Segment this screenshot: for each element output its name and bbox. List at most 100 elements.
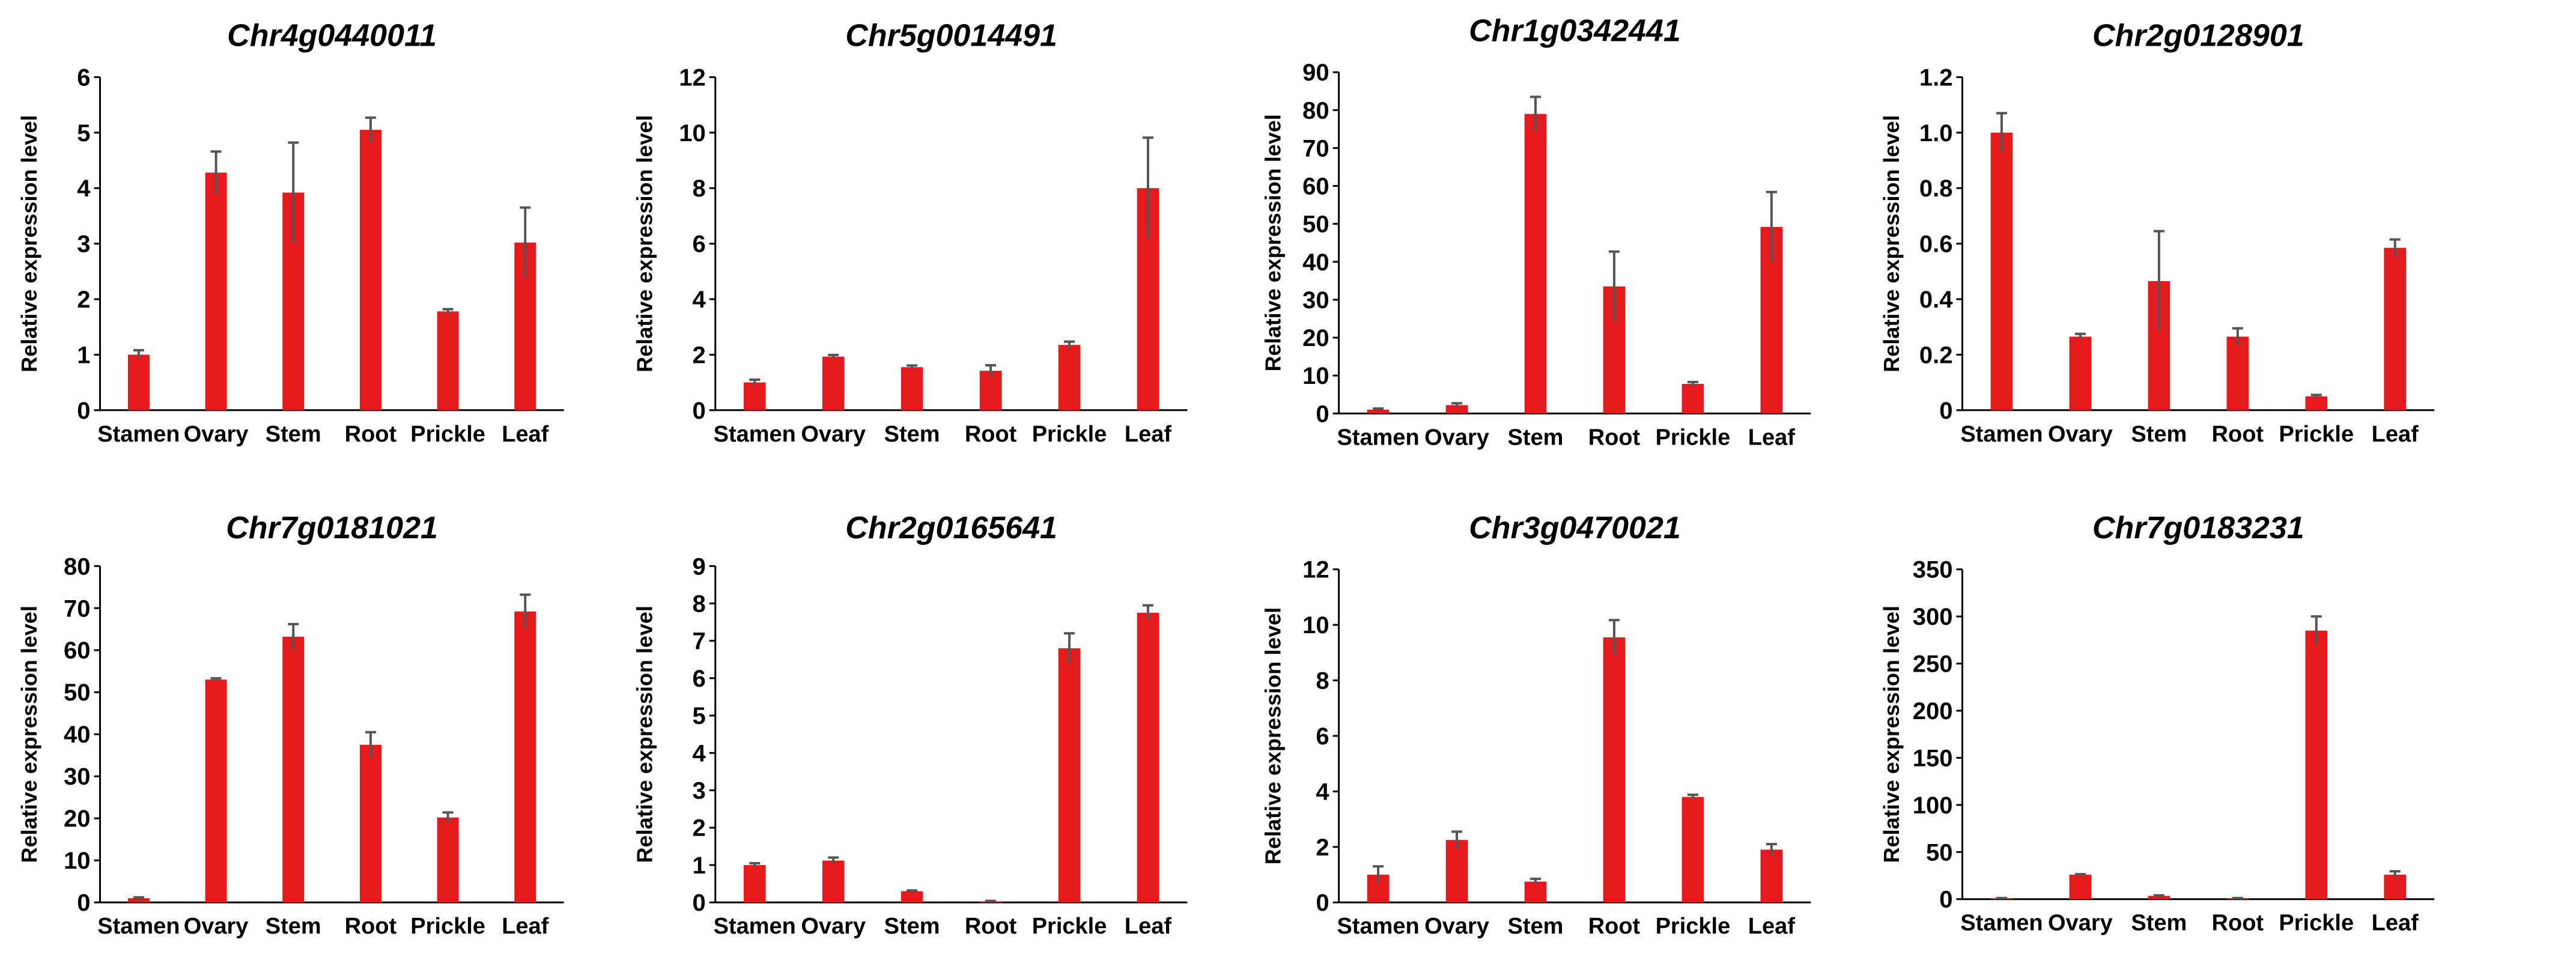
bar-root xyxy=(359,130,381,410)
error-bar-stamen xyxy=(1373,407,1384,411)
x-tick-label: Stamen xyxy=(714,422,796,447)
y-tick-label: 30 xyxy=(64,764,91,790)
y-tick-label: 3 xyxy=(77,231,90,258)
chart-panel-1: Chr4g0440011 Relative expression level 0 1 2… xyxy=(17,18,564,447)
bar-ovary xyxy=(1445,405,1468,414)
bar-ovary xyxy=(822,860,845,903)
chart-title: Chr2g0165641 xyxy=(845,511,1057,545)
bar-root xyxy=(979,371,1002,410)
y-tick-label: 0 xyxy=(693,398,706,424)
y-tick-label: 200 xyxy=(1913,698,1953,725)
x-tick-label: Root xyxy=(1588,914,1641,939)
x-tick-label: Stamen xyxy=(1960,911,2043,936)
x-tick-label: Stem xyxy=(884,422,940,447)
bar-prickle xyxy=(2305,630,2328,899)
y-tick-label: 10 xyxy=(1302,612,1329,639)
bar-stamen xyxy=(1990,132,2013,410)
y-tick-label: 1.2 xyxy=(1919,64,1953,91)
y-tick-label: 0 xyxy=(1939,887,1952,913)
x-tick-label: Prickle xyxy=(410,422,485,447)
error-bar-prickle xyxy=(1064,632,1075,664)
chart-title: Chr3g0470021 xyxy=(1469,511,1681,545)
y-tick-label: 4 xyxy=(1316,779,1329,805)
error-bar-leaf xyxy=(1766,843,1777,855)
chart-title: Chr4g0440011 xyxy=(227,18,437,53)
y-tick-label: 12 xyxy=(679,64,706,91)
y-tick-label: 9 xyxy=(693,553,706,580)
x-tick-label: Ovary xyxy=(1424,914,1489,939)
error-bar-prickle xyxy=(442,811,454,823)
error-bar-prickle xyxy=(1687,380,1698,386)
y-tick-label: 40 xyxy=(64,722,91,748)
x-tick-label: Stamen xyxy=(97,422,180,447)
y-axis-title: Relative expression level xyxy=(1260,607,1285,864)
x-tick-label: Leaf xyxy=(502,422,548,447)
y-tick-label: 8 xyxy=(693,175,706,202)
y-tick-label: 0 xyxy=(1316,890,1329,916)
bar-ovary xyxy=(2069,874,2092,899)
y-tick-label: 30 xyxy=(1302,287,1329,314)
x-tick-label: Leaf xyxy=(1748,914,1795,939)
y-axis-title: Relative expression level xyxy=(1879,606,1904,863)
bar-stamen xyxy=(1367,409,1390,414)
error-bar-root xyxy=(365,731,376,758)
error-bar-stem xyxy=(907,364,918,369)
x-tick-label: Ovary xyxy=(801,422,866,447)
y-tick-label: 70 xyxy=(64,595,91,622)
bar-ovary xyxy=(205,172,227,410)
x-tick-label: Ovary xyxy=(2048,422,2113,447)
y-tick-label: 300 xyxy=(1913,604,1953,630)
y-tick-label: 5 xyxy=(693,703,706,729)
y-tick-label: 0.2 xyxy=(1919,342,1953,368)
y-tick-label: 6 xyxy=(693,666,706,692)
y-tick-label: 4 xyxy=(77,175,91,202)
error-bar-stamen xyxy=(749,861,761,867)
chart-title: Chr1g0342441 xyxy=(1469,13,1681,48)
y-tick-label: 10 xyxy=(679,120,706,147)
error-bar-leaf xyxy=(520,206,531,278)
chart-panel-5: Chr7g0181021 Relative expression level 0 10… xyxy=(17,511,564,939)
x-tick-label: Root xyxy=(965,422,1017,447)
y-tick-label: 6 xyxy=(1316,723,1329,750)
x-tick-label: Stem xyxy=(266,422,321,447)
x-tick-label: Stem xyxy=(884,914,940,939)
y-axis-title: Relative expression level xyxy=(1260,114,1285,371)
bar-prickle xyxy=(1681,797,1704,903)
bar-leaf xyxy=(1137,613,1159,903)
x-tick-label: Stem xyxy=(2131,422,2187,447)
error-bar-stamen xyxy=(1373,865,1384,883)
y-tick-label: 10 xyxy=(1302,363,1329,389)
y-tick-label: 8 xyxy=(1316,668,1329,694)
y-tick-label: 250 xyxy=(1913,651,1953,678)
x-tick-label: Leaf xyxy=(502,914,548,939)
chart-panel-3: Chr1g0342441 Relative expression level 0 10… xyxy=(1260,13,1811,450)
chart-panel-7: Chr3g0470021 Relative expression level 0 2 4… xyxy=(1260,511,1811,939)
error-bar-leaf xyxy=(2389,870,2401,878)
x-tick-label: Prickle xyxy=(1032,422,1107,447)
bar-stem xyxy=(901,367,923,410)
x-tick-label: Stem xyxy=(1508,914,1564,939)
error-bar-ovary xyxy=(210,677,222,681)
bar-prickle xyxy=(1058,648,1081,903)
x-tick-label: Root xyxy=(2212,422,2264,447)
error-bar-ovary xyxy=(1451,830,1463,849)
bar-stamen xyxy=(127,898,150,903)
error-bar-root xyxy=(1608,250,1620,321)
y-tick-label: 1 xyxy=(693,852,706,879)
x-tick-label: Prickle xyxy=(2279,911,2354,936)
x-tick-label: Stamen xyxy=(714,914,796,939)
error-bar-stem xyxy=(907,889,918,892)
y-tick-label: 2 xyxy=(77,287,90,313)
error-bar-stem xyxy=(2153,229,2164,332)
error-bar-stamen xyxy=(133,349,144,359)
x-tick-label: Ovary xyxy=(184,422,249,447)
y-axis-title: Relative expression level xyxy=(17,115,41,372)
bar-ovary xyxy=(822,356,845,410)
y-tick-label: 100 xyxy=(1913,792,1953,819)
x-tick-label: Stem xyxy=(266,914,321,939)
y-tick-label: 7 xyxy=(693,628,706,655)
bar-stamen xyxy=(743,864,766,903)
x-tick-label: Ovary xyxy=(184,914,249,939)
y-tick-label: 80 xyxy=(1302,97,1329,124)
bar-stem xyxy=(282,636,305,903)
